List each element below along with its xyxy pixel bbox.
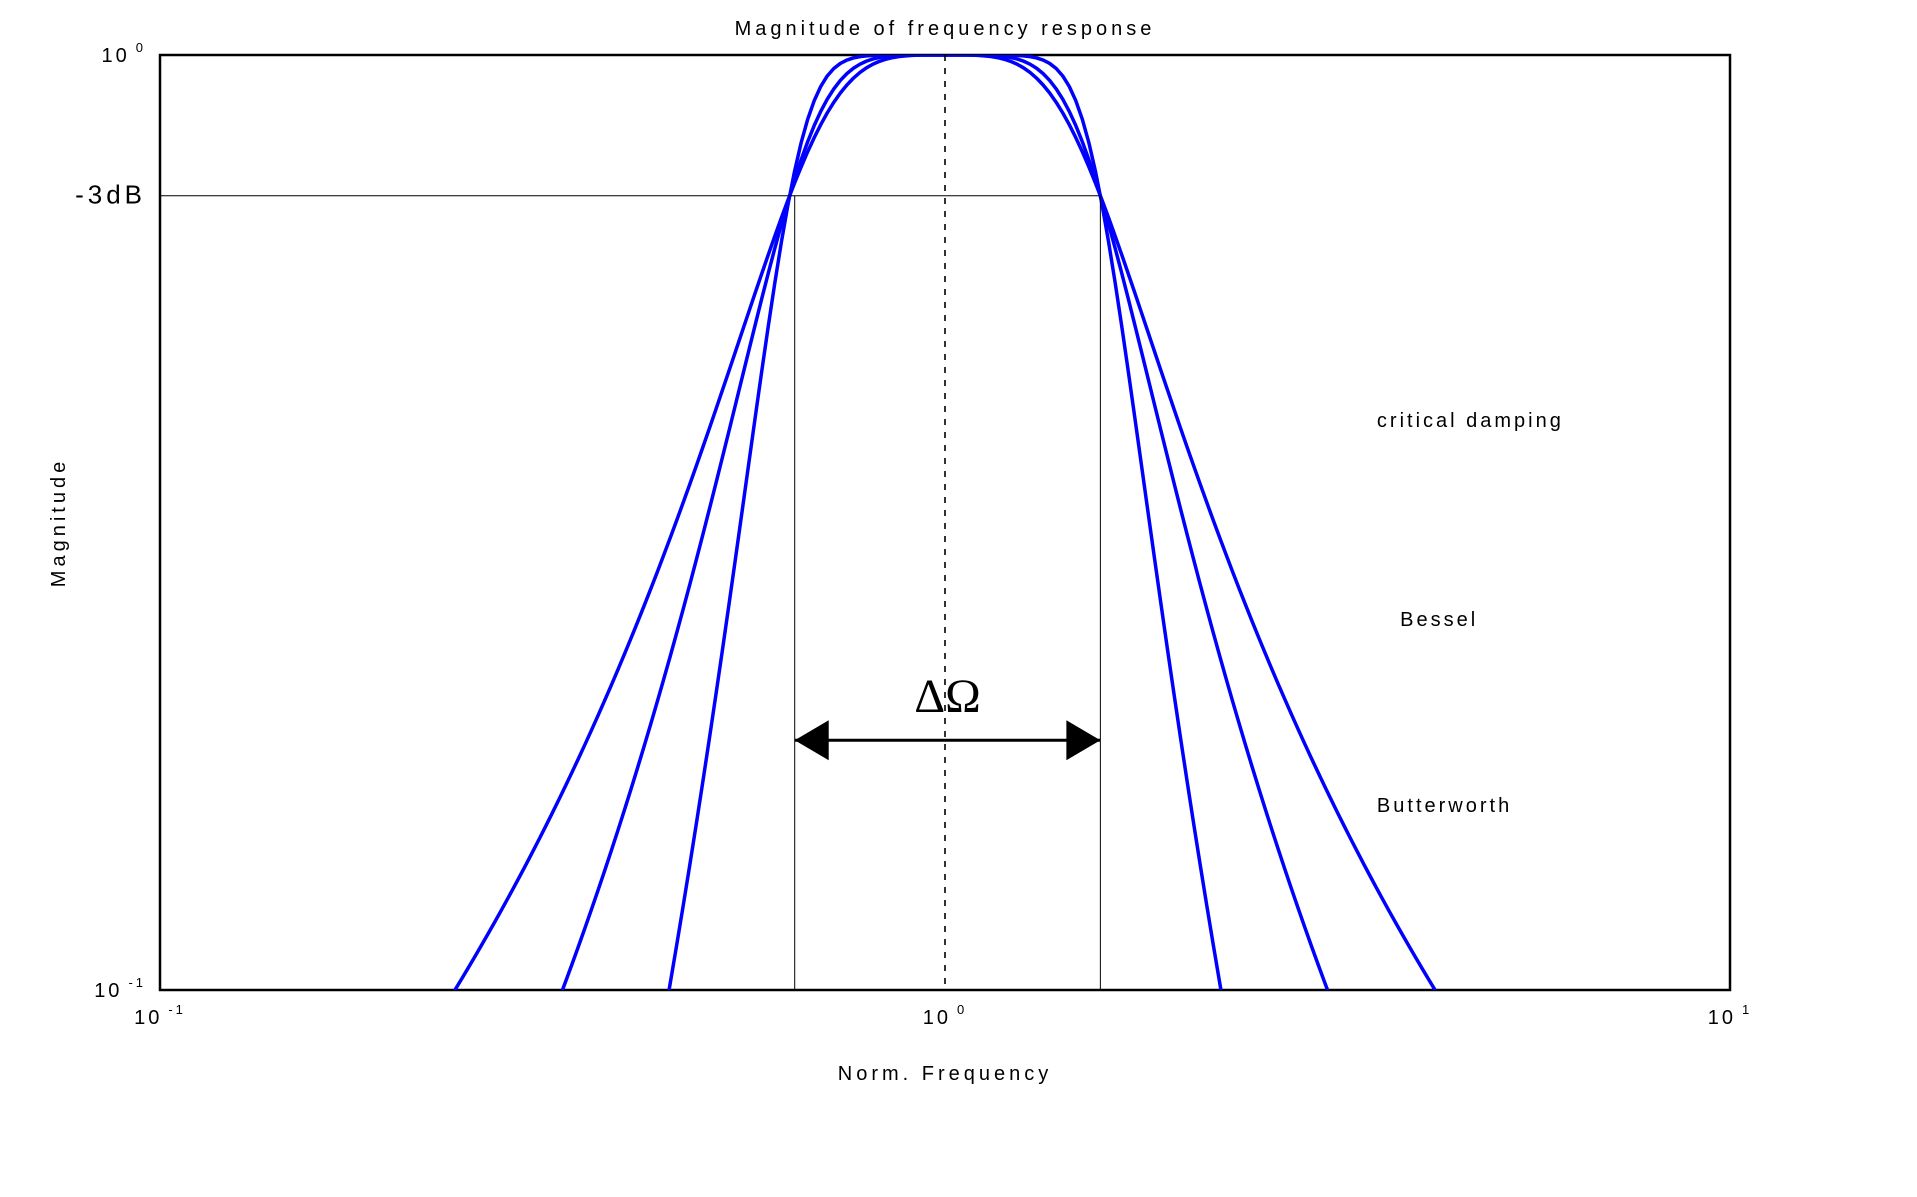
chart-background xyxy=(0,0,1917,1197)
curve-label-critical-damping: critical damping xyxy=(1377,410,1564,432)
chart-container: Magnitude of frequency response10-110010… xyxy=(0,0,1917,1197)
chart-title: Magnitude of frequency response xyxy=(735,18,1156,40)
minus3db-label: -3dB xyxy=(75,180,146,210)
chart-svg: Magnitude of frequency response10-110010… xyxy=(0,0,1917,1197)
curve-label-butterworth: Butterworth xyxy=(1377,795,1512,817)
curve-label-bessel: Bessel xyxy=(1400,609,1478,631)
x-axis-label: Norm. Frequency xyxy=(838,1063,1053,1085)
delta-omega-label: ΔΩ xyxy=(914,670,981,723)
y-axis-label: Magnitude xyxy=(48,458,70,587)
